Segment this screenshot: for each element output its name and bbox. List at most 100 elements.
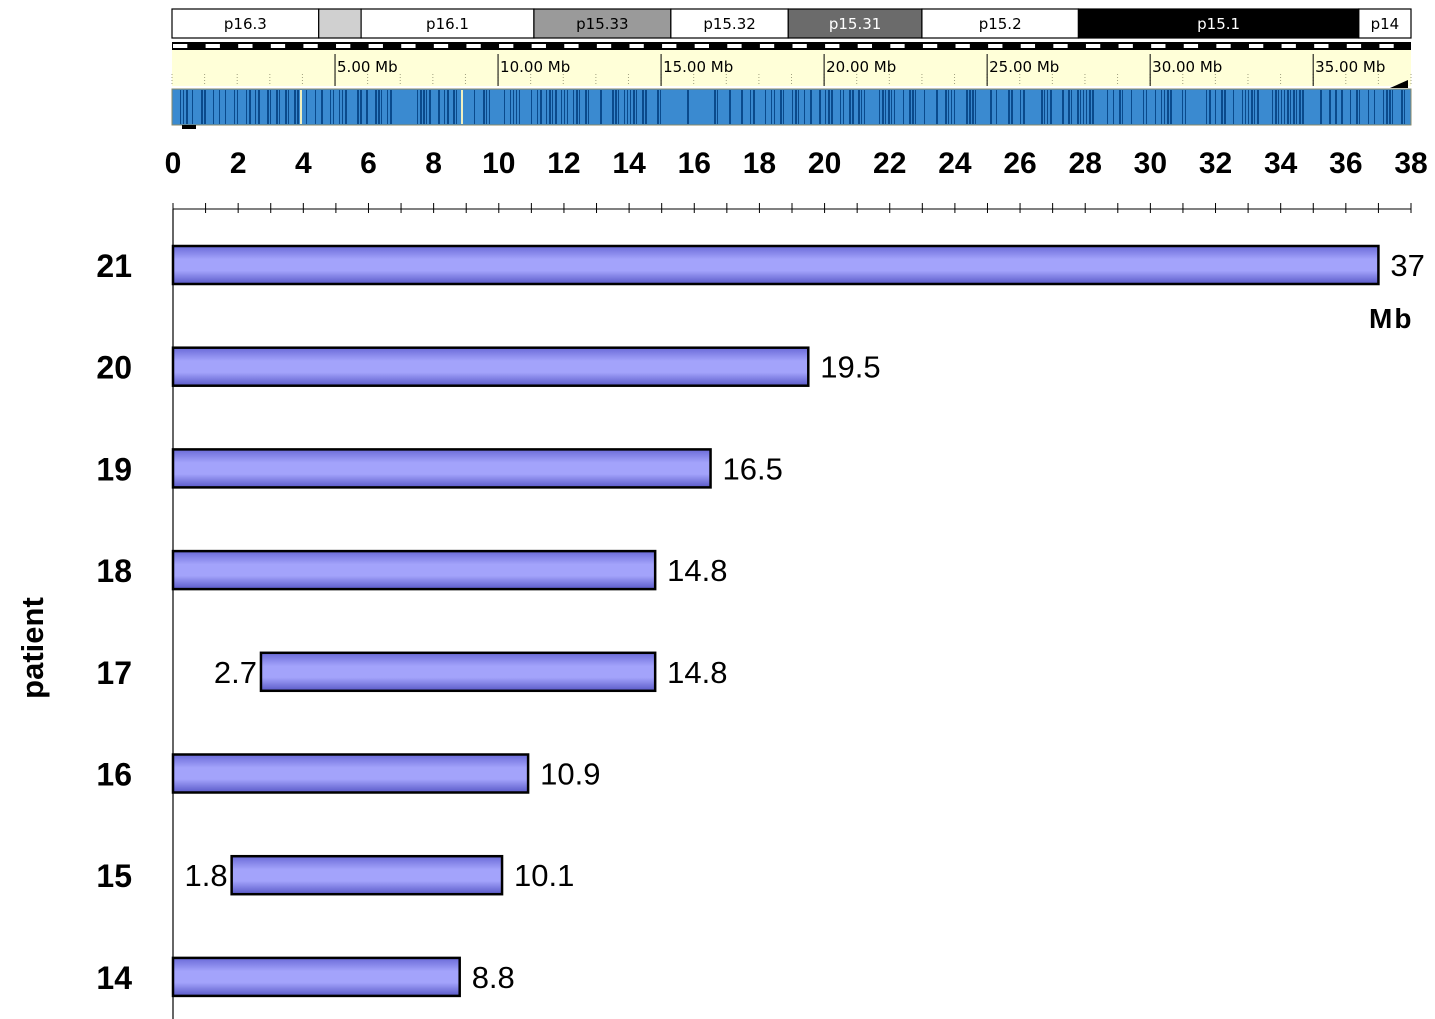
y-axis-title: patient	[15, 597, 50, 699]
track-stripe	[765, 90, 766, 124]
track-stripe	[1293, 90, 1295, 124]
track-stripe	[1329, 90, 1331, 124]
track-stripe	[1146, 90, 1147, 124]
x-tick-label-7: 14	[612, 147, 646, 180]
track-stripe	[714, 90, 716, 124]
track-stripe	[1233, 90, 1234, 124]
category-label-20: 20	[96, 350, 132, 386]
ruler-scale-segment	[238, 44, 253, 48]
track-stripe	[1185, 90, 1186, 124]
ruler-scale-segment	[303, 44, 318, 48]
track-stripe	[630, 90, 631, 124]
track-stripe	[588, 90, 589, 124]
track-stripe	[204, 90, 206, 124]
ruler-scale-segment	[792, 44, 807, 48]
track-stripe	[1047, 90, 1048, 124]
track-stripe	[546, 90, 547, 124]
track-stripe	[1068, 90, 1070, 124]
x-tick-label-15: 30	[1134, 147, 1167, 180]
ruler-scale-segment	[662, 44, 677, 48]
ruler-scale-segment	[1020, 44, 1036, 48]
ruler-scale-segment	[499, 44, 514, 48]
ruler-scale-segment	[368, 44, 383, 48]
track-stripe	[753, 90, 755, 124]
track-stripe	[1287, 90, 1289, 124]
cytoband-6	[921, 8, 1080, 39]
ruler-scale-segment	[205, 44, 220, 48]
category-label-19: 19	[96, 451, 132, 487]
track-stripe	[267, 90, 269, 124]
track-stripe	[426, 90, 427, 124]
track-stripe	[429, 90, 431, 124]
track-stripe	[1044, 90, 1045, 124]
bar-patient-15	[230, 854, 504, 896]
track-stripe	[219, 90, 220, 124]
ruler-scale-segment	[531, 44, 546, 48]
megabase-ruler: 5.00 Mb 10.00 Mb 15.00 Mb 20.00 Mb 25.00 Mb 3…	[171, 42, 1412, 86]
track-stripe	[972, 90, 974, 124]
track-stripe	[234, 90, 235, 124]
track-stripe	[741, 90, 743, 124]
track-stripe	[1089, 90, 1091, 124]
x-tick-label-17: 34	[1264, 147, 1298, 180]
track-stripe	[387, 90, 388, 124]
cytoband-8	[1358, 8, 1412, 39]
track-stripe	[1281, 90, 1282, 124]
track-stripe	[183, 90, 184, 124]
track-stripe	[342, 90, 343, 124]
category-label-16: 16	[96, 757, 132, 793]
bar-patient-18	[171, 549, 657, 591]
track-stripe	[573, 90, 574, 124]
ruler-scale-segment	[173, 44, 188, 48]
ruler-label-0: 5.00 Mb	[337, 58, 398, 76]
x-tick-label-19: 38	[1394, 147, 1427, 180]
track-stripe	[456, 90, 457, 124]
track-stripe	[390, 90, 392, 124]
ruler-scale-segment	[564, 44, 579, 48]
ruler-scale-segment	[596, 44, 612, 48]
track-stripe	[1041, 90, 1043, 124]
track-stripe	[1182, 90, 1183, 124]
track-stripe	[540, 90, 542, 124]
ruler-scale-segment	[1216, 44, 1231, 48]
track-stripe	[825, 90, 826, 124]
ruler-scale-segment	[466, 44, 481, 48]
x-tick-label-4: 8	[425, 147, 442, 180]
cytoband-label-6: p15.2	[979, 15, 1022, 33]
track-stripe	[306, 90, 307, 124]
x-tick-label-18: 36	[1329, 147, 1362, 180]
track-stripe	[1341, 90, 1343, 124]
track-stripe	[237, 90, 238, 124]
ruler-scale-segment	[401, 44, 416, 48]
track-stripe	[1320, 90, 1322, 124]
track-stripe	[381, 90, 382, 124]
cytoband-2	[360, 8, 535, 39]
x-tick-label-8: 16	[678, 147, 711, 180]
track-stripe	[330, 90, 331, 124]
track-stripe	[1020, 90, 1021, 124]
ruler-scale-segment	[1281, 44, 1296, 48]
track-stripe	[1122, 90, 1123, 124]
cytoband-1	[318, 8, 362, 39]
track-stripe	[633, 90, 635, 124]
bar-patient-19	[171, 448, 712, 489]
track-stripe	[687, 90, 689, 124]
cytoband-label-4: p15.32	[703, 15, 755, 33]
track-stripe	[1215, 90, 1216, 124]
track-stripe	[780, 90, 782, 124]
end-value-label-16: 10.9	[540, 757, 600, 792]
sequence-track	[171, 80, 1412, 129]
cytoband-0	[171, 8, 320, 39]
ruler-scale-segment	[336, 44, 351, 48]
track-stripe	[483, 90, 485, 124]
track-stripe	[612, 90, 614, 124]
track-stripe	[513, 90, 514, 124]
track-stripe	[1296, 90, 1297, 124]
track-stripe	[1374, 90, 1375, 124]
track-stripe	[1245, 90, 1246, 124]
track-stripe	[795, 90, 797, 124]
ruler-scale-segment	[1314, 44, 1329, 48]
track-stripe	[423, 90, 425, 124]
track-stripe	[288, 90, 289, 124]
track-stripe	[1278, 90, 1279, 124]
